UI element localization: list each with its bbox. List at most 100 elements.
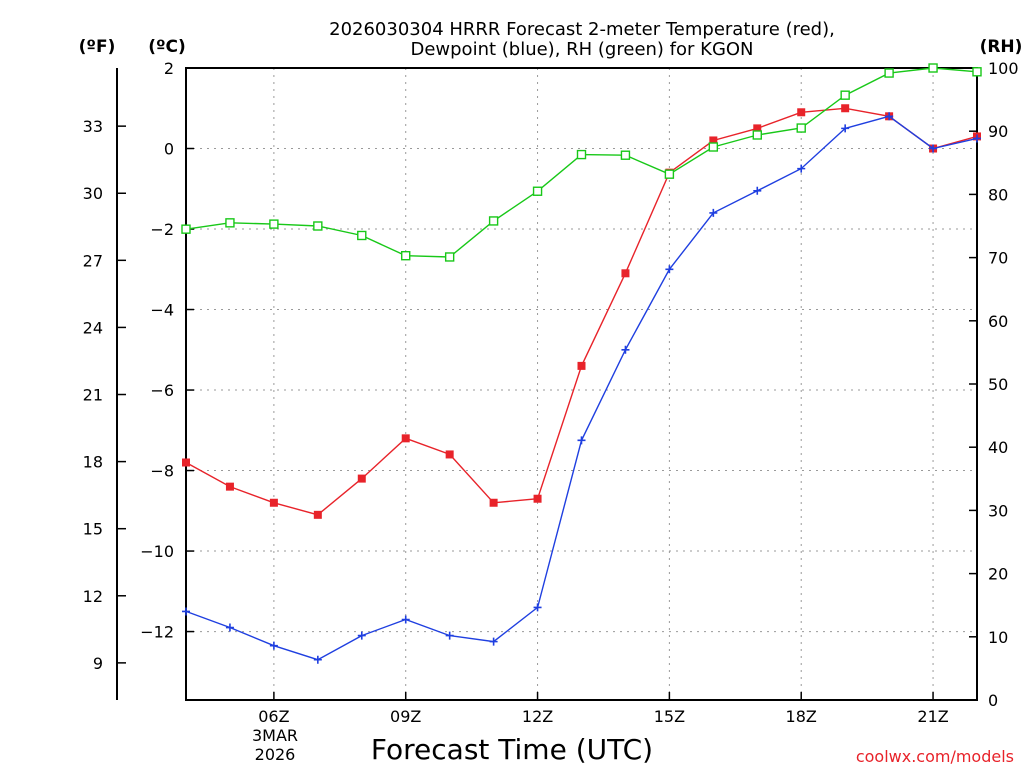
dewpoint-point	[489, 637, 498, 646]
rh-tick-label: 80	[988, 185, 1008, 204]
dewpoint-point	[929, 144, 938, 153]
rh-point	[620, 150, 631, 160]
fahrenheit-tick-label: 27	[83, 251, 103, 270]
rh-tick-label: 10	[988, 628, 1008, 647]
dewpoint-point	[401, 615, 410, 624]
celsius-tick-label: 2	[164, 59, 174, 78]
fahrenheit-tick-label: 18	[83, 453, 103, 472]
rh-point	[488, 216, 499, 226]
dewpoint-point	[357, 631, 366, 640]
rh-point	[576, 149, 587, 160]
x-tick-label-15Z: 15Z	[654, 707, 685, 726]
rh-point	[401, 251, 411, 261]
rh-point	[884, 68, 894, 78]
credit-text: coolwx.com/models	[856, 747, 1014, 766]
fahrenheit-tick-label: 21	[83, 386, 103, 405]
celsius-tick-label: −8	[150, 462, 174, 481]
temperature-point	[357, 474, 366, 483]
rh-unit-label: (RH)	[980, 37, 1023, 57]
rh-point	[752, 130, 762, 140]
fahrenheit-axis: 33 30 27 24 21 18 15 12 9	[83, 117, 126, 673]
dewpoint-point	[841, 124, 850, 133]
dewpoint-point	[313, 655, 322, 664]
fahrenheit-tick-label: 24	[83, 318, 103, 337]
fahrenheit-tick-label: 9	[93, 654, 103, 673]
dewpoint-point	[225, 623, 234, 632]
fahrenheit-tick-label: 15	[83, 520, 103, 539]
temperature-point	[753, 124, 762, 133]
fahrenheit-tick-label: 30	[83, 184, 103, 203]
temperature-point	[401, 434, 410, 443]
dewpoint-point	[182, 607, 190, 616]
rh-tick-label: 20	[988, 565, 1008, 584]
celsius-tick-label: −2	[150, 220, 174, 239]
rh-point	[357, 230, 367, 241]
celsius-axis: 2 0 −2 −4 −6 −8 −10 −12	[140, 59, 194, 642]
dewpoint-point	[797, 164, 806, 173]
temperature-point	[797, 108, 806, 117]
time-axis: 06Z 09Z 12Z 15Z 18Z 21Z	[258, 692, 949, 726]
dewpoint-point	[445, 631, 454, 640]
dewpoint-point	[709, 208, 718, 217]
temperature-point	[489, 498, 498, 507]
rh-tick-label: 90	[988, 122, 1008, 141]
series-temperature	[182, 104, 981, 519]
series-line-temperature	[185, 107, 978, 516]
rh-point	[796, 123, 806, 133]
x-tick-label-12Z: 12Z	[522, 707, 553, 726]
celsius-tick-label: −10	[140, 542, 174, 561]
rh-point	[664, 169, 675, 179]
rh-point	[532, 186, 543, 196]
temperature-point	[621, 269, 630, 278]
dewpoint-point	[753, 186, 762, 195]
temperature-point	[841, 104, 850, 113]
dewpoint-point	[621, 345, 630, 354]
series-rh	[181, 63, 982, 262]
dewpoint-point	[533, 603, 542, 612]
rh-point	[972, 67, 982, 77]
x-tick-label-21Z: 21Z	[917, 707, 948, 726]
celsius-tick-label: −12	[140, 623, 174, 642]
chart-title-line1: 2026030304 HRRR Forecast 2-meter Tempera…	[329, 19, 835, 40]
series-line-dewpoint	[185, 115, 978, 661]
rh-tick-label: 40	[988, 438, 1008, 457]
date-year-label: 2026	[255, 745, 296, 764]
x-tick-label-06Z: 06Z	[258, 707, 289, 726]
plot-frame	[185, 67, 978, 701]
rh-point	[181, 224, 191, 234]
gridlines	[186, 68, 977, 700]
dewpoint-point	[665, 265, 674, 274]
fahrenheit-tick-label: 12	[83, 587, 103, 606]
temperature-point	[577, 361, 586, 370]
dewpoint-point	[577, 436, 586, 445]
x-tick-label-09Z: 09Z	[390, 707, 421, 726]
rh-point	[928, 63, 938, 73]
x-tick-label-18Z: 18Z	[786, 707, 817, 726]
rh-tick-label: 0	[988, 691, 998, 710]
temperature-point	[313, 510, 322, 519]
temperature-point	[445, 450, 454, 459]
temperature-point	[709, 136, 718, 145]
rh-point	[840, 90, 850, 100]
fahrenheit-tick-label: 33	[83, 117, 103, 136]
rh-point	[313, 221, 323, 231]
celsius-tick-label: −4	[150, 301, 174, 320]
x-axis-title: Forecast Time (UTC)	[371, 733, 653, 766]
series-dewpoint	[182, 112, 981, 664]
chart-title-line2: Dewpoint (blue), RH (green) for KGON	[410, 39, 753, 60]
rh-point	[708, 142, 719, 152]
rh-tick-label: 100	[988, 59, 1019, 78]
fahrenheit-unit-label: (ºF)	[79, 37, 116, 57]
celsius-tick-label: 0	[164, 140, 174, 159]
date-day-label: 3MAR	[252, 726, 298, 745]
rh-tick-label: 70	[988, 249, 1008, 268]
celsius-tick-label: −6	[150, 381, 174, 400]
dewpoint-point	[973, 134, 981, 143]
series-layer	[181, 63, 982, 664]
rh-point	[225, 218, 235, 228]
rh-tick-label: 30	[988, 501, 1008, 520]
rh-point	[269, 219, 279, 229]
temperature-point	[182, 458, 190, 467]
temperature-point	[269, 498, 278, 507]
